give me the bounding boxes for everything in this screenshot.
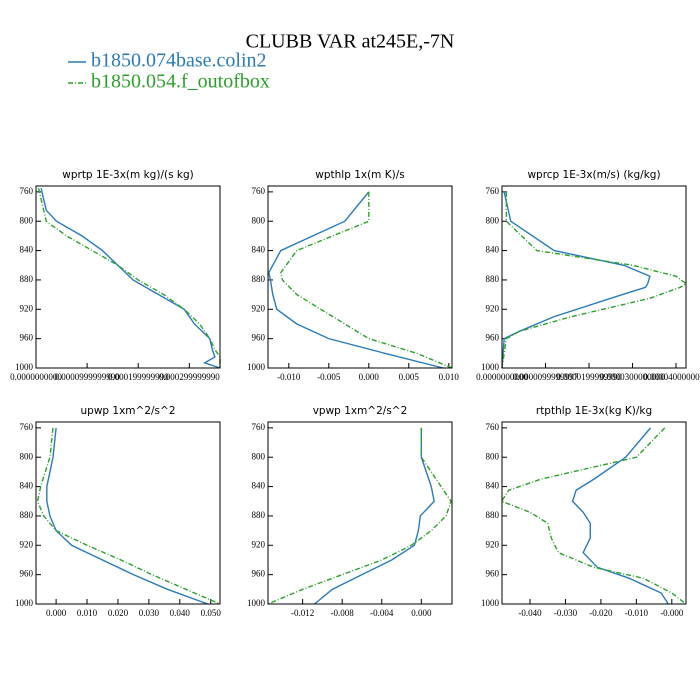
y-tick-label: 840 [486,481,500,491]
x-tick-label: 0.000299999990 [159,372,220,382]
y-tick-label: 920 [20,303,34,313]
profile-line [571,427,669,605]
profile-line [37,188,221,368]
x-tick-label: 0.000 [46,608,67,618]
plot-frame [501,421,687,605]
y-tick-label: 800 [20,451,34,461]
profile-line [501,191,688,369]
subplot-title: rtpthlp 1E-3x(kg K)/kg [536,405,652,417]
x-tick-label: -0.005 [317,372,341,382]
y-tick-label: 1000 [247,362,266,372]
subplot-title: wprtp 1E-3x(m kg)/(s kg) [62,169,193,181]
y-tick-label: 840 [252,245,266,255]
y-tick-label: 800 [252,451,266,461]
y-tick-label: 800 [252,215,266,225]
x-tick-label: 0.030 [139,608,160,618]
profile-line [268,191,444,369]
x-tick-label: 0.005 [399,372,420,382]
x-tick-label: -0.012 [291,608,314,618]
y-tick-label: 1000 [247,598,266,608]
subplot-title: wpthlp 1x(m K)/s [315,169,405,181]
x-tick-label: 0.0000000000 [476,372,528,382]
subplot-title: upwp 1xm^2/s^2 [81,405,176,417]
x-tick-label: -0.008 [331,608,355,618]
y-tick-label: 1000 [481,362,500,372]
x-tick-label: -0.040 [518,608,542,618]
profile-line [40,188,221,369]
y-tick-label: 880 [252,510,266,520]
subplot-title: wprcp 1E-3x(m/s) (kg/kg) [527,169,660,181]
x-tick-label: 0.050 [201,608,222,618]
x-tick-label: 0.000 [411,608,432,618]
y-tick-label: 840 [486,245,500,255]
y-tick-label: 840 [20,481,34,491]
profile-line [501,191,651,369]
y-tick-label: 1000 [15,598,34,608]
x-tick-label: 0.0000000000 [10,372,62,382]
x-tick-label: -0.030 [554,608,578,618]
x-tick-label: 0.0000099999997 [513,372,579,382]
y-tick-label: 760 [20,186,34,196]
x-tick-label: 0.000 [359,372,380,382]
plot-frame [35,421,221,605]
x-tick-label: 0.040 [170,608,191,618]
x-tick-label: -0.000 [660,608,684,618]
legend-label: b1850.074base.colin2 [91,50,267,72]
legend-label: b1850.054.f_outofbox [91,71,270,93]
y-tick-label: 1000 [15,362,34,372]
y-tick-label: 960 [486,569,500,579]
y-tick-label: 880 [486,274,500,284]
y-tick-label: 1000 [481,598,500,608]
subplot-title: vpwp 1xm^2/s^2 [313,405,408,417]
y-tick-label: 880 [20,274,34,284]
plot-frame [501,185,687,369]
profile-line [314,427,435,605]
y-tick-label: 760 [486,186,500,196]
y-tick-label: 960 [252,569,266,579]
y-tick-label: 840 [20,245,34,255]
y-tick-label: 880 [252,274,266,284]
y-tick-label: 880 [20,510,34,520]
plot-frame [267,421,453,605]
profile-line [267,427,452,605]
y-tick-label: 960 [252,333,266,343]
y-tick-label: 960 [486,333,500,343]
plot-frame [35,185,221,369]
x-tick-label: -0.004 [370,608,394,618]
y-tick-label: 800 [486,451,500,461]
x-tick-label: 0.020 [108,608,129,618]
y-tick-label: 920 [20,539,34,549]
figure-title: CLUBB VAR at245E,-7N [246,31,455,53]
x-tick-label: -0.010 [625,608,649,618]
y-tick-label: 920 [252,539,266,549]
y-tick-label: 760 [486,422,500,432]
y-tick-label: 800 [20,215,34,225]
y-tick-label: 760 [20,422,34,432]
y-tick-label: 760 [252,186,266,196]
y-tick-label: 800 [486,215,500,225]
x-tick-label: 0.000199999990 [108,372,169,382]
y-tick-label: 960 [20,333,34,343]
y-tick-label: 880 [486,510,500,520]
profile-line [36,427,221,605]
y-tick-label: 960 [20,569,34,579]
x-tick-label: 0.0000999999990 [54,372,120,382]
profile-line [46,427,208,605]
x-tick-label: 0.010 [439,372,460,382]
x-tick-label: 0.0000400000000 [643,372,700,382]
profile-line [500,427,687,605]
y-tick-label: 920 [252,303,266,313]
profile-line [280,191,453,369]
plot-frame [267,185,453,369]
x-tick-label: 0.010 [77,608,98,618]
y-tick-label: 840 [252,481,266,491]
y-tick-label: 920 [486,539,500,549]
x-tick-label: 0.0000199999990 [556,372,622,382]
y-tick-label: 920 [486,303,500,313]
x-tick-label: -0.020 [589,608,613,618]
x-tick-label: -0.010 [277,372,301,382]
x-tick-label: 0.0000300000000 [600,372,666,382]
y-tick-label: 760 [252,422,266,432]
